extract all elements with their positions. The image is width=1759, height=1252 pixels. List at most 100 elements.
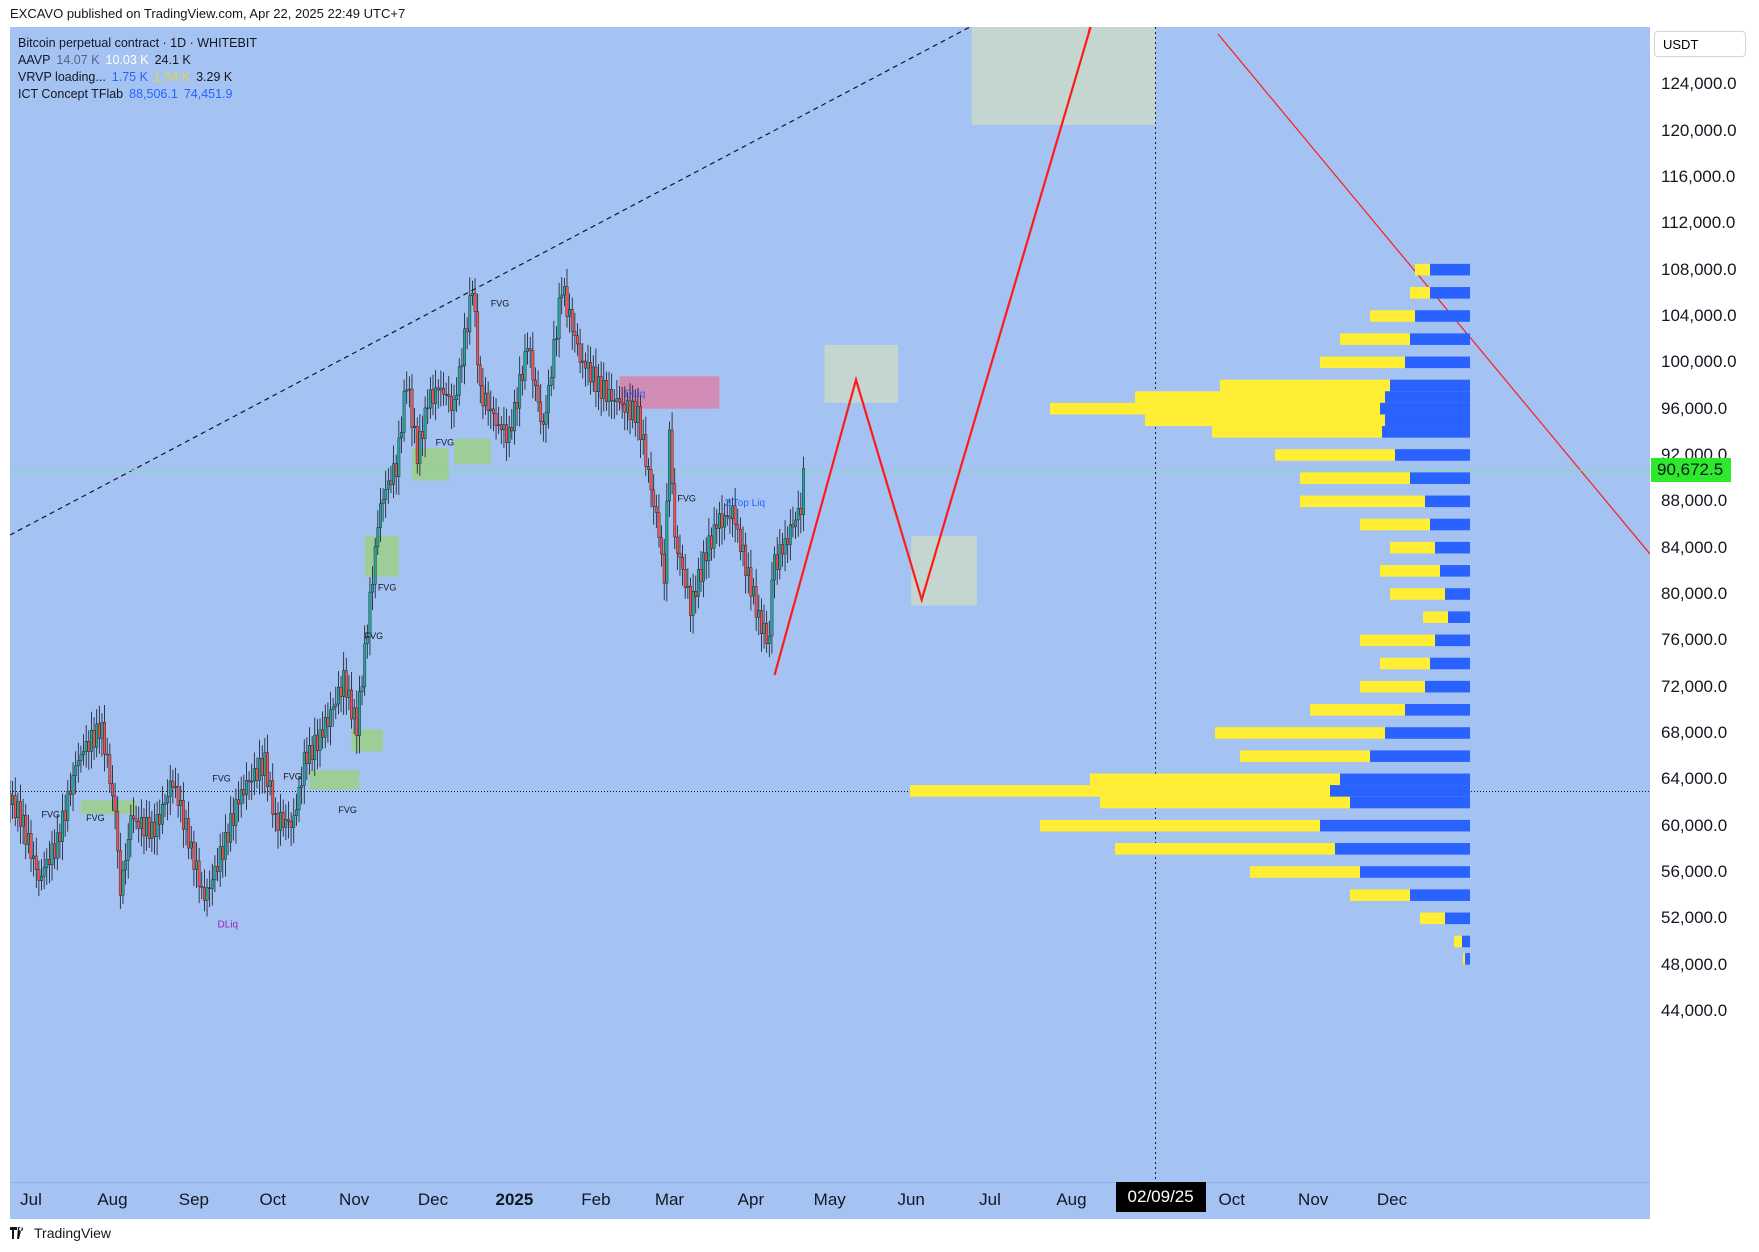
price-axis[interactable]: 128,000.0124,000.0120,000.0116,000.0112,… [1650,27,1759,1182]
volume-bar-blue-15 [1440,565,1470,577]
candle-body [384,489,388,500]
candle-body [292,815,296,828]
candle-body [100,722,104,739]
candle-body [728,516,732,520]
candle-body [79,754,83,762]
candle-body [187,818,191,849]
volume-bar-blue-5 [1390,379,1470,392]
candle-body [534,379,537,386]
price-tick: 68,000.0 [1661,723,1728,742]
volume-bar-yellow-13 [1360,518,1430,531]
candle-body [536,385,540,403]
volume-bar-blue-19 [1430,657,1470,670]
candle-body [668,429,671,502]
candle-body [19,801,22,827]
candle-body [155,814,159,838]
candle-body [717,513,721,529]
fvg-box-1 [309,770,360,790]
candle-body [113,795,117,812]
candle-body [615,398,619,402]
candle-body [294,809,298,816]
top-liq-label: 2 Top Liq [725,498,765,509]
fvg-label-8: FVG [491,299,510,309]
volume-bar-yellow-12 [1300,495,1425,508]
time-tick: May [813,1190,846,1209]
candle-body [289,820,293,828]
candle-body [675,536,679,554]
volume-bar-yellow-0 [1415,263,1430,276]
candle-body [421,431,424,439]
candle-body [605,380,608,402]
candle-body [258,758,261,781]
candle-body [570,309,574,332]
candle-body [457,366,461,396]
volume-bar-blue-8 [1385,414,1470,427]
candle-body [284,819,288,828]
price-tick: 88,000.0 [1661,491,1728,511]
candle-body [389,480,393,485]
time-tick: Aug [97,1190,128,1209]
candle-body [50,843,54,865]
volume-bar-yellow-3 [1340,333,1410,345]
candle-body [428,389,432,409]
candle-body [434,387,438,404]
volume-bar-yellow-19 [1380,657,1430,670]
candle-body [562,286,566,296]
candle-body [471,293,474,296]
fvg-box-4 [454,438,491,465]
price-tick: 112,000.0 [1661,213,1736,233]
volume-bar-blue-9 [1382,426,1470,438]
fvg-label-0: FVG [42,810,61,820]
candle-body [707,535,711,562]
candle-body [197,860,201,887]
volume-bar-blue-3 [1410,333,1470,345]
candle-body [171,780,175,788]
dliq-label-1: DLiq [625,389,646,400]
candle-body [597,376,600,392]
candle-body [639,406,642,440]
volume-bar-yellow-33 [1463,953,1465,965]
candle-body [560,294,564,299]
volume-bar-yellow-1 [1410,287,1430,299]
candle-body [55,832,59,859]
candle-body [589,362,593,383]
time-tick: Nov [339,1190,370,1209]
candle-body [105,753,109,756]
candle-body [255,768,259,781]
candle-body [53,843,57,859]
legend-aavp[interactable]: AAVP 14.07 K 10.03 K 24.1 K [18,53,191,67]
footer-brand: TradingView [10,1225,111,1241]
volume-bar-yellow-25 [910,785,1330,797]
candle-body [507,427,511,443]
chart-legend: Bitcoin perpetual contract · 1D · WHITEB… [18,35,257,103]
candle-body [315,734,319,751]
candle-body [302,751,306,786]
volume-bar-yellow-30 [1350,889,1410,901]
chart-panel[interactable]: FVG FVG FVG FVG FVG FVG FVG FVG FVG FVG DLiq DLiq 2 … [10,27,1650,1182]
legend-vrvp[interactable]: VRVP loading... 1.75 K 1.54 K 3.29 K [18,70,233,84]
symbol-title: Bitcoin perpetual contract · 1D · WHITEB… [18,36,257,50]
candle-body [245,780,248,796]
candle-body [132,815,135,819]
candle-body [576,335,579,345]
candle-body [455,394,459,400]
legend-ict[interactable]: ICT Concept TFlab 88,506.1 74,451.9 [18,87,233,101]
candle-body [407,388,411,391]
candle-body [654,506,658,513]
candle-body [591,366,595,383]
candle-body [368,591,372,638]
volume-bar-blue-0 [1430,263,1470,276]
candle-body [26,833,30,845]
chart-svg[interactable]: FVG FVG FVG FVG FVG FVG FVG FVG FVG FVG DLiq DLiq 2 … [10,27,1650,1182]
currency-button[interactable]: USDT [1654,31,1746,57]
candle-body [413,425,417,428]
candle-body [452,399,456,411]
candle-body [205,887,209,901]
candle-body [520,374,524,381]
volume-bar-yellow-4 [1320,356,1405,369]
candle-body [581,360,585,363]
candle-body [287,819,290,822]
time-axis[interactable]: Jul Aug Sep Oct Nov Dec 2025 Feb Mar Apr May Jun Jul… [10,1182,1650,1219]
candle-body [610,389,614,401]
candle-body [189,841,193,849]
